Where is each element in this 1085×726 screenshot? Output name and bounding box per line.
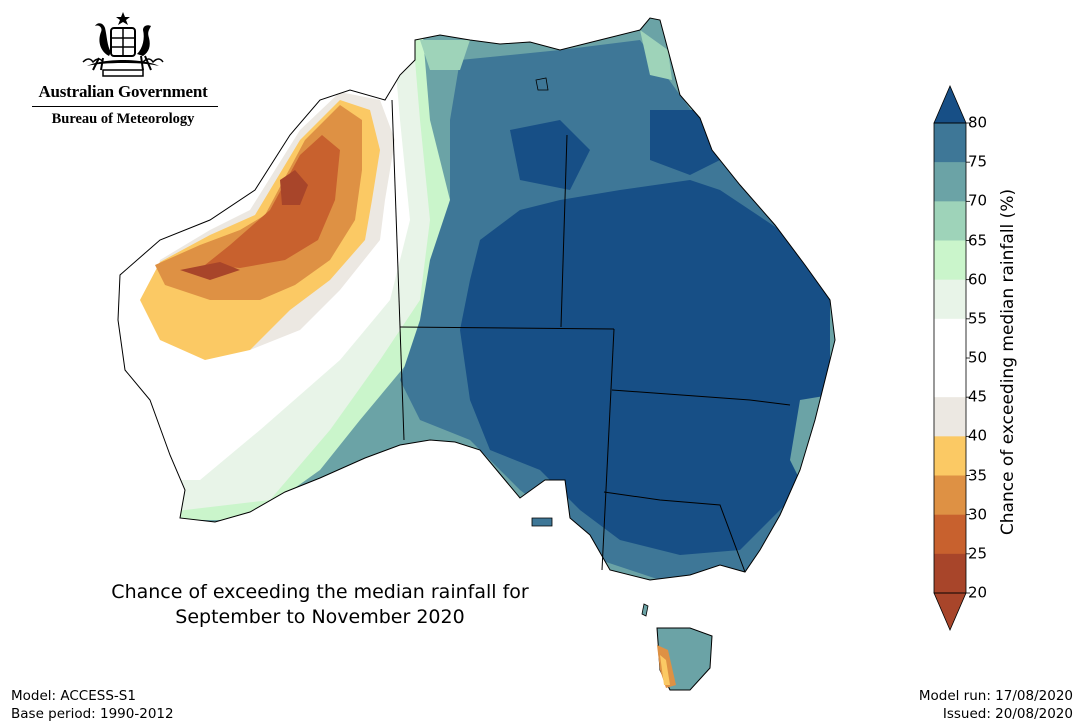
model-run-date: Model run: 17/08/2020 <box>918 688 1073 704</box>
legend-band-20-25 <box>934 553 966 594</box>
legend-tick-label: 25 <box>968 544 988 563</box>
legend-title: Chance of exceeding median rainfall (%) <box>998 188 1018 536</box>
legend-tick-label: 50 <box>968 348 988 367</box>
coat-of-arms-icon <box>82 12 164 77</box>
footer-right: Model run: 17/08/2020 Issued: 20/08/2020 <box>919 687 1073 723</box>
legend-colorbar <box>933 84 970 632</box>
legend-over-triangle <box>933 84 967 124</box>
legend-tick-label: 20 <box>968 583 988 602</box>
legend-band-75-80 <box>934 123 966 163</box>
legend-tick-label: 65 <box>968 231 988 249</box>
map-title: Chance of exceeding the median rainfall … <box>60 580 580 630</box>
legend-band-50-55 <box>934 318 966 359</box>
base-period: Base period: 1990-2012 <box>11 706 174 722</box>
australia-coastline <box>117 17 836 581</box>
government-name: Australian Government <box>38 82 208 101</box>
legend-under-triangle <box>933 592 967 632</box>
legend-band-30-35 <box>934 475 966 515</box>
model-name: Model: ACCESS-S1 <box>11 688 136 704</box>
legend-tick-label: 55 <box>968 309 988 328</box>
legend-band-35-40 <box>934 436 966 476</box>
legend-band-70-75 <box>934 162 966 202</box>
logo-divider <box>32 106 218 107</box>
legend-band-65-70 <box>934 201 966 241</box>
footer-left: Model: ACCESS-S1 Base period: 1990-2012 <box>11 687 174 723</box>
legend-tick-label: 80 <box>968 113 988 132</box>
legend-tick-label: 60 <box>968 270 988 289</box>
agency-name: Bureau of Meteorology <box>51 111 195 127</box>
state-borders <box>391 99 791 573</box>
issued-date: Issued: 20/08/2020 <box>942 706 1073 722</box>
legend-band-40-45 <box>934 397 966 437</box>
legend-band-55-60 <box>934 279 966 320</box>
legend-tick-label: 40 <box>968 426 988 445</box>
legend-tick-label: 45 <box>968 387 988 406</box>
map-title-line-2: September to November 2020 <box>175 606 465 628</box>
legend-tick-label: 35 <box>968 466 988 484</box>
legend-band-45-50 <box>934 358 966 398</box>
legend-tick-label: 30 <box>968 505 988 524</box>
map-title-line-1: Chance of exceeding the median rainfall … <box>111 581 529 603</box>
legend-tick-label: 75 <box>968 152 988 171</box>
government-logo: Australian Government Bureau of Meteorol… <box>18 8 228 128</box>
legend-band-25-30 <box>934 514 966 555</box>
legend-band-60-65 <box>934 240 966 280</box>
legend-tick-label: 70 <box>968 191 988 210</box>
